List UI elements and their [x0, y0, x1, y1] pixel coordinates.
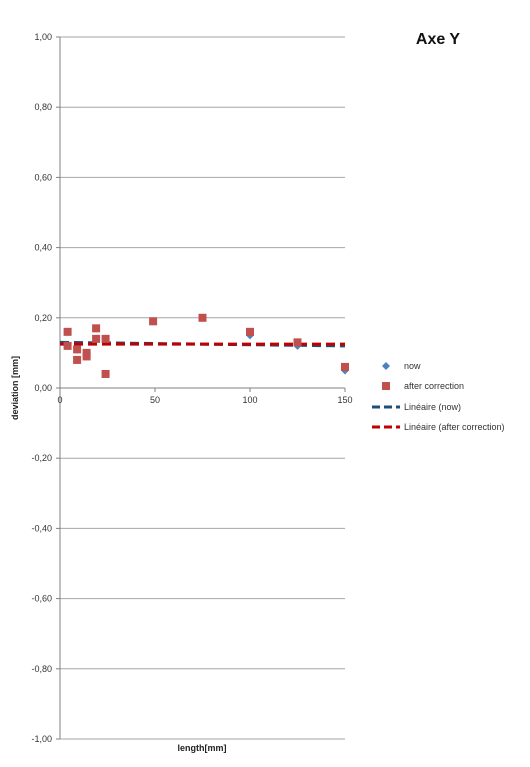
y-tick-label: 1,00: [34, 32, 52, 42]
data-point-after-correction: [293, 338, 302, 347]
gridlines: [60, 36, 345, 740]
y-tick-label: 0,80: [34, 102, 52, 112]
data-point-after-correction: [92, 324, 101, 333]
y-tick-label: 0,40: [34, 243, 52, 253]
data-point-after-correction: [101, 334, 110, 343]
legend-label: Linéaire (now): [404, 402, 461, 412]
chart-title: Axe Y: [416, 31, 461, 48]
x-tick-label: 50: [150, 395, 160, 405]
y-axis-title: deviation [mm]: [10, 356, 20, 420]
y-tick-label: -1,00: [31, 734, 52, 744]
data-point-after-correction: [101, 369, 110, 378]
data-points: [63, 313, 349, 378]
x-tick-label: 100: [242, 395, 257, 405]
legend-label: now: [404, 361, 421, 371]
legend: now after correction Linéaire (now) Linéair…: [372, 361, 505, 432]
y-tick-label: -0,60: [31, 594, 52, 604]
data-point-after-correction: [341, 362, 349, 371]
data-point-after-correction: [82, 352, 91, 361]
axes: 1,00 0,80 0,60 0,40 0,20 0,00 -0,20 -0,40 -0,60 -…: [31, 32, 352, 744]
data-point-after-correction: [246, 327, 254, 336]
y-tick-label: -0,20: [31, 453, 52, 463]
x-tick-label: 0: [57, 395, 62, 405]
y-tick-label: 0,00: [34, 383, 52, 393]
data-point-after-correction: [73, 345, 82, 354]
data-point-after-correction: [73, 355, 82, 364]
data-point-after-correction: [149, 317, 158, 326]
data-point-after-correction: [63, 341, 72, 350]
y-tick-label: 0,20: [34, 313, 52, 323]
y-tick-label: -0,80: [31, 664, 52, 674]
data-point-after-correction: [63, 327, 72, 336]
legend-marker: [382, 362, 390, 370]
legend-label: after correction: [404, 381, 464, 391]
data-point-after-correction: [198, 313, 207, 322]
legend-label: Linéaire (after correction): [404, 422, 505, 432]
y-tick-label: -0,40: [31, 523, 52, 533]
trendlines: [59, 340, 346, 348]
data-point-after-correction: [92, 334, 101, 343]
x-tick-label: 150: [337, 395, 352, 405]
legend-marker: [382, 382, 390, 390]
x-axis-title: length[mm]: [178, 743, 227, 753]
y-tick-label: 0,60: [34, 172, 52, 182]
